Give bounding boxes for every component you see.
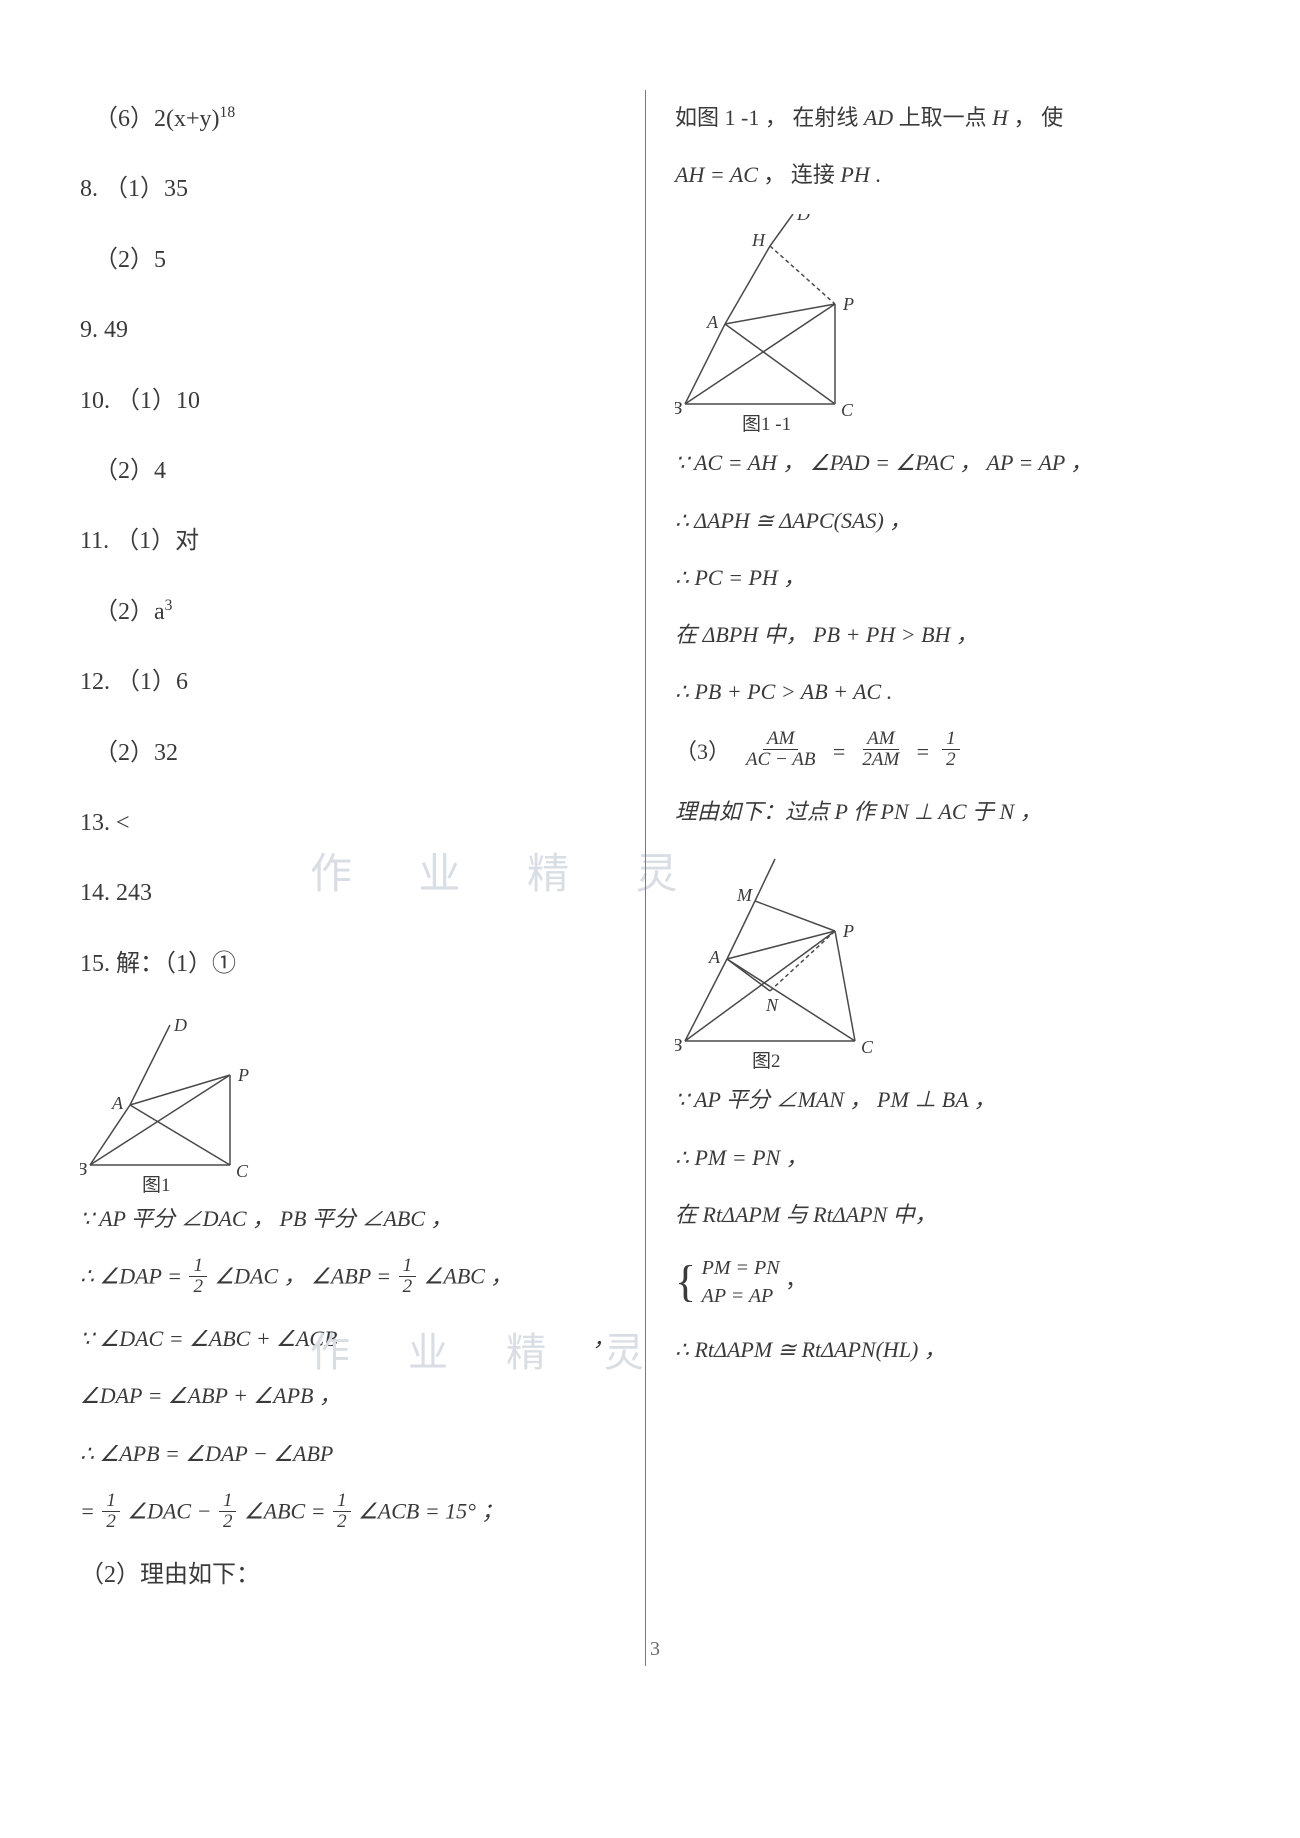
ans-13: 13. < bbox=[80, 804, 615, 842]
r9: 理由如下：过点 P 作 PN ⊥ AC 于 N ， bbox=[675, 794, 1210, 829]
frac-3: 12 bbox=[102, 1491, 120, 1532]
r12: 在 RtΔAPM 与 RtΔAPN 中， bbox=[675, 1197, 1210, 1232]
svg-text:C: C bbox=[861, 1037, 874, 1057]
svg-text:图1: 图1 bbox=[142, 1175, 171, 1195]
svg-text:D: D bbox=[173, 1015, 187, 1035]
ans-12-1: 12. （1）6 bbox=[80, 663, 615, 701]
figure-2-svg: B C A M N P 图2 bbox=[675, 851, 895, 1076]
ans-6-sup: 18 bbox=[220, 104, 236, 121]
r10: ∵ AP 平分 ∠MAN ， PM ⊥ BA ， bbox=[675, 1082, 1210, 1117]
step-4: ∠DAP = ∠ABP + ∠APB ， bbox=[80, 1378, 615, 1413]
brace-icon: { bbox=[675, 1262, 696, 1302]
r13: { PM = PN AP = AP ， bbox=[675, 1254, 1210, 1310]
r2: AH = AC ， 连接 PH . bbox=[675, 157, 1210, 192]
ans-11-2-text: （2）a bbox=[94, 599, 165, 625]
svg-text:P: P bbox=[842, 921, 854, 941]
figure-1-1-svg: B C A H D P 图1 -1 bbox=[675, 214, 885, 439]
s2b: ∠DAC ， ∠ABP = bbox=[214, 1264, 396, 1289]
r3: ∵ AC = AH ， ∠PAD = ∠PAC ， AP = AP ， bbox=[675, 445, 1210, 480]
svg-text:B: B bbox=[675, 398, 682, 418]
frac-am-1: AMAC − AB bbox=[742, 729, 819, 770]
svg-text:图2: 图2 bbox=[752, 1051, 781, 1072]
page: 作 业 精 灵 作 业 精 灵 （6）2(x+y)18 8. （1）35 （2）… bbox=[80, 100, 1230, 1626]
r6: 在 ΔBPH 中， PB + PH > BH ， bbox=[675, 617, 1210, 652]
svg-text:P: P bbox=[842, 294, 854, 314]
r4: ∴ ΔAPH ≅ ΔAPC(SAS) ， bbox=[675, 503, 1210, 538]
frac-5: 12 bbox=[333, 1491, 351, 1532]
svg-text:C: C bbox=[841, 400, 854, 420]
figure-1-1: B C A H D P 图1 -1 bbox=[675, 214, 1210, 439]
column-divider bbox=[645, 90, 646, 1666]
right-column: 如图 1 -1 ， 在射线 AD 上取一点 H ， 使 AH = AC ， 连接… bbox=[645, 100, 1230, 1626]
svg-text:H: H bbox=[751, 230, 766, 250]
svg-text:N: N bbox=[765, 995, 779, 1015]
s2c: ∠ABC ， bbox=[424, 1264, 513, 1289]
svg-text:C: C bbox=[236, 1161, 249, 1181]
left-column: （6）2(x+y)18 8. （1）35 （2）5 9. 49 10. （1）1… bbox=[80, 100, 645, 1626]
ans-10-2: （2）4 bbox=[94, 452, 615, 490]
r7: ∴ PB + PC > AB + AC . bbox=[675, 674, 1210, 709]
ans-8-1: 8. （1）35 bbox=[80, 170, 615, 208]
frac-half: 12 bbox=[942, 729, 960, 770]
ans-9: 9. 49 bbox=[80, 311, 615, 349]
s6d: ∠ACB = 15° ； bbox=[358, 1498, 503, 1523]
svg-text:B: B bbox=[675, 1035, 682, 1055]
svg-text:M: M bbox=[736, 885, 753, 905]
s2a: ∴ ∠DAP = bbox=[80, 1264, 187, 1289]
s3: ∵ ∠DAC = ∠ABC + ∠ACB bbox=[80, 1321, 337, 1356]
ans-14: 14. 243 bbox=[80, 874, 615, 912]
s6b: ∠DAC − bbox=[127, 1498, 217, 1523]
svg-text:D: D bbox=[796, 214, 810, 224]
svg-text:A: A bbox=[111, 1093, 124, 1113]
r5: ∴ PC = PH ， bbox=[675, 560, 1210, 595]
s6a: = bbox=[80, 1498, 100, 1523]
s3-tail: ， bbox=[593, 1321, 615, 1356]
step-6: = 12 ∠DAC − 12 ∠ABC = 12 ∠ACB = 15° ； bbox=[80, 1493, 615, 1534]
svg-text:A: A bbox=[706, 312, 719, 332]
r14: ∴ RtΔAPM ≅ RtΔAPN(HL) ， bbox=[675, 1332, 1210, 1367]
ans-11-2: （2）a3 bbox=[94, 593, 615, 631]
ans-6-text: （6）2(x+y) bbox=[94, 106, 220, 132]
frac-1: 12 bbox=[189, 1256, 207, 1297]
svg-text:图1 -1: 图1 -1 bbox=[742, 414, 791, 435]
ans-12-2: （2）32 bbox=[94, 734, 615, 772]
svg-text:P: P bbox=[237, 1065, 249, 1085]
step-2: ∴ ∠DAP = 12 ∠DAC ， ∠ABP = 12 ∠ABC ， bbox=[80, 1258, 615, 1299]
page-number: 3 bbox=[80, 1638, 1230, 1661]
step-5: ∴ ∠APB = ∠DAP − ∠ABP bbox=[80, 1436, 615, 1471]
figure-2: B C A M N P 图2 bbox=[675, 851, 1210, 1076]
frac-am-2: AM2AM bbox=[858, 729, 903, 770]
ans-8-2: （2）5 bbox=[94, 241, 615, 279]
r1: 如图 1 -1 ， 在射线 AD 上取一点 H ， 使 bbox=[675, 100, 1210, 135]
frac-2: 12 bbox=[399, 1256, 417, 1297]
ans-15: 15. 解：（1）① bbox=[80, 945, 615, 983]
brace-content: PM = PN AP = AP bbox=[702, 1254, 780, 1310]
svg-text:B: B bbox=[80, 1159, 87, 1179]
frac-4: 12 bbox=[219, 1491, 237, 1532]
step-3: ∵ ∠DAC = ∠ABC + ∠ACB ， bbox=[80, 1321, 615, 1356]
ans-6: （6）2(x+y)18 bbox=[94, 100, 615, 138]
ans-11-2-sup: 3 bbox=[165, 597, 173, 614]
step-7: （2）理由如下： bbox=[80, 1556, 615, 1594]
figure-1: B C A D P 图1 bbox=[80, 1015, 615, 1195]
s6c: ∠ABC = bbox=[244, 1498, 331, 1523]
r8-label: （3） bbox=[675, 734, 730, 769]
step-1: ∵ AP 平分 ∠DAC ， PB 平分 ∠ABC ， bbox=[80, 1201, 615, 1236]
r8: （3） AMAC − AB = AM2AM = 12 bbox=[675, 731, 1210, 772]
ans-11-1: 11. （1）对 bbox=[80, 522, 615, 560]
figure-1-svg: B C A D P 图1 bbox=[80, 1015, 280, 1195]
svg-text:A: A bbox=[708, 947, 721, 967]
r11: ∴ PM = PN ， bbox=[675, 1140, 1210, 1175]
ans-10-1: 10. （1）10 bbox=[80, 382, 615, 420]
